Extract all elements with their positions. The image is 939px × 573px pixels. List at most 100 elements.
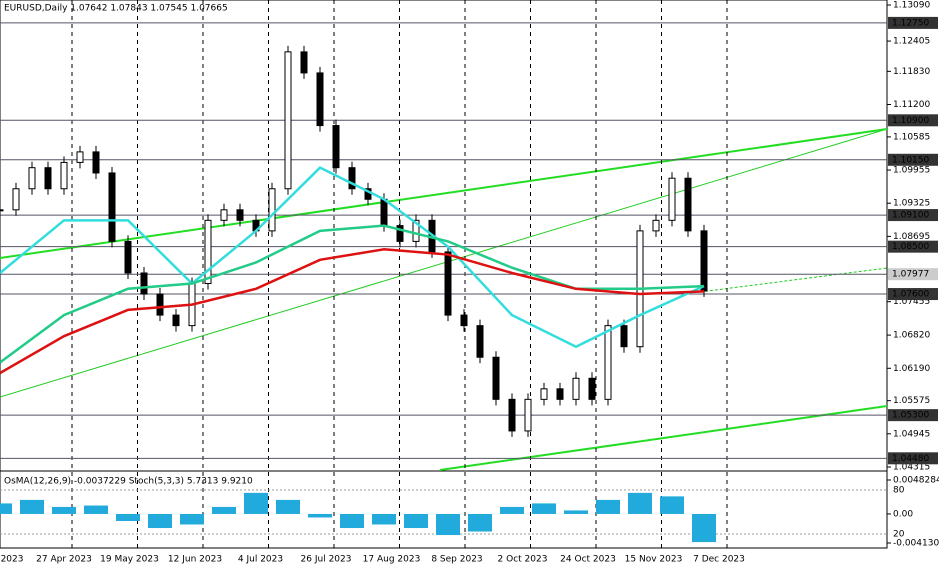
y-tick-label: 1.13090	[893, 1, 930, 11]
y-tick-label: 1.10585	[893, 132, 930, 142]
x-tick-label: 15 Nov 2023	[625, 555, 683, 565]
y-tick-label: 1.11830	[893, 67, 930, 77]
candle	[380, 198, 388, 227]
level-box	[888, 16, 938, 29]
y-tick-label: 1.07455	[893, 297, 930, 307]
candle	[588, 377, 596, 400]
candle	[332, 125, 340, 169]
candle	[236, 209, 244, 221]
y-tick-label: 1.11200	[893, 100, 930, 110]
candle	[44, 167, 52, 190]
candle	[60, 161, 68, 190]
x-tick-label: 19 May 2023	[100, 555, 159, 565]
level-box	[888, 452, 938, 465]
osma-bar	[340, 513, 364, 529]
level-box	[888, 288, 938, 301]
candle	[92, 151, 100, 174]
x-tick-label: 26 Jul 2023	[301, 555, 352, 565]
candle	[28, 167, 36, 190]
x-tick-label: 17 Aug 2023	[363, 555, 421, 565]
y-tick-label: 1.06820	[893, 331, 930, 341]
osma-bar	[244, 492, 268, 514]
candle	[204, 219, 212, 285]
level-label: 1.10150	[892, 155, 929, 165]
y-tick-label: 1.05575	[893, 396, 930, 406]
osma-bar	[0, 503, 12, 514]
level-box	[888, 409, 938, 422]
candle	[700, 230, 708, 292]
level-label: 1.09100	[892, 211, 929, 221]
osma-bar	[308, 513, 332, 518]
indicator-title: OsMA(12,26,9) -0.0037229 Stoch(5,3,3) 5.…	[4, 477, 253, 487]
candle	[108, 172, 116, 242]
candle	[444, 251, 452, 316]
osma-bar	[84, 505, 108, 514]
trend-line	[0, 128, 888, 398]
y-tick-label: 1.12405	[893, 37, 930, 47]
level-box	[888, 114, 938, 127]
y-tick-label: 1.09955	[893, 166, 930, 176]
moving-average	[0, 166, 705, 349]
candle	[284, 51, 292, 190]
candle	[540, 388, 548, 400]
candle	[684, 177, 692, 232]
osma-bar	[468, 513, 492, 532]
candle	[492, 356, 500, 400]
sub-tick-label: 0.0048284	[893, 476, 939, 486]
level-label: 1.12750	[892, 18, 929, 28]
candle	[524, 398, 532, 432]
candle	[348, 167, 356, 190]
candle	[668, 177, 676, 221]
candle	[156, 293, 164, 316]
x-tick-label: 12 Jun 2023	[168, 555, 222, 565]
x-tick-label: 27 Apr 2023	[36, 555, 92, 565]
x-tick-label: 7 Dec 2023	[693, 555, 745, 565]
x-tick-label: 5 Apr 2023	[0, 555, 23, 565]
y-tick-label: 1.04315	[893, 463, 930, 473]
candle	[300, 51, 308, 74]
osma-bar	[596, 499, 620, 514]
y-tick-label: 1.06190	[893, 364, 930, 374]
candle	[508, 398, 516, 432]
y-tick-label: 1.04945	[893, 429, 930, 439]
level-label: 1.10900	[892, 116, 929, 126]
osma-bar	[660, 496, 684, 514]
level-label: 1.04480	[892, 454, 929, 464]
sub-tick-label: -0.004130	[893, 539, 939, 549]
candle	[476, 325, 484, 358]
level-box	[888, 209, 938, 222]
stoch-tick-label: 80	[893, 486, 905, 496]
candle	[556, 388, 564, 400]
osma-bar	[404, 513, 428, 529]
candle	[412, 219, 420, 242]
osma-bar	[564, 510, 588, 514]
osma-bar	[212, 506, 236, 514]
osma-bar	[500, 506, 524, 514]
candle	[396, 225, 404, 242]
y-tick-label: 1.08695	[893, 232, 930, 242]
osma-bar	[180, 513, 204, 525]
x-tick-label: 4 Jul 2023	[238, 555, 283, 565]
osma-bar	[276, 499, 300, 514]
level-box	[888, 153, 938, 166]
candle	[460, 314, 468, 327]
stoch-tick-label: 20	[893, 530, 905, 540]
level-box	[888, 240, 938, 253]
sub-tick-label: 0.00	[893, 509, 913, 519]
trend-line	[699, 267, 888, 293]
osma-bar	[436, 513, 460, 536]
candle	[76, 151, 84, 163]
chart-title: EURUSD,Daily 1.07642 1.07843 1.07545 1.0…	[4, 4, 228, 14]
osma-bar	[532, 503, 556, 514]
osma-bar	[20, 499, 44, 514]
x-tick-label: 8 Sep 2023	[431, 555, 482, 565]
level-label: 1.05300	[892, 411, 929, 421]
level-box	[888, 268, 938, 281]
y-tick-label: 1.09325	[893, 199, 930, 209]
candle	[0, 209, 4, 212]
candle	[652, 219, 660, 232]
candle	[604, 325, 612, 400]
osma-bar	[148, 513, 172, 529]
level-label: 1.08500	[892, 242, 929, 252]
x-tick-label: 2 Oct 2023	[498, 555, 548, 565]
